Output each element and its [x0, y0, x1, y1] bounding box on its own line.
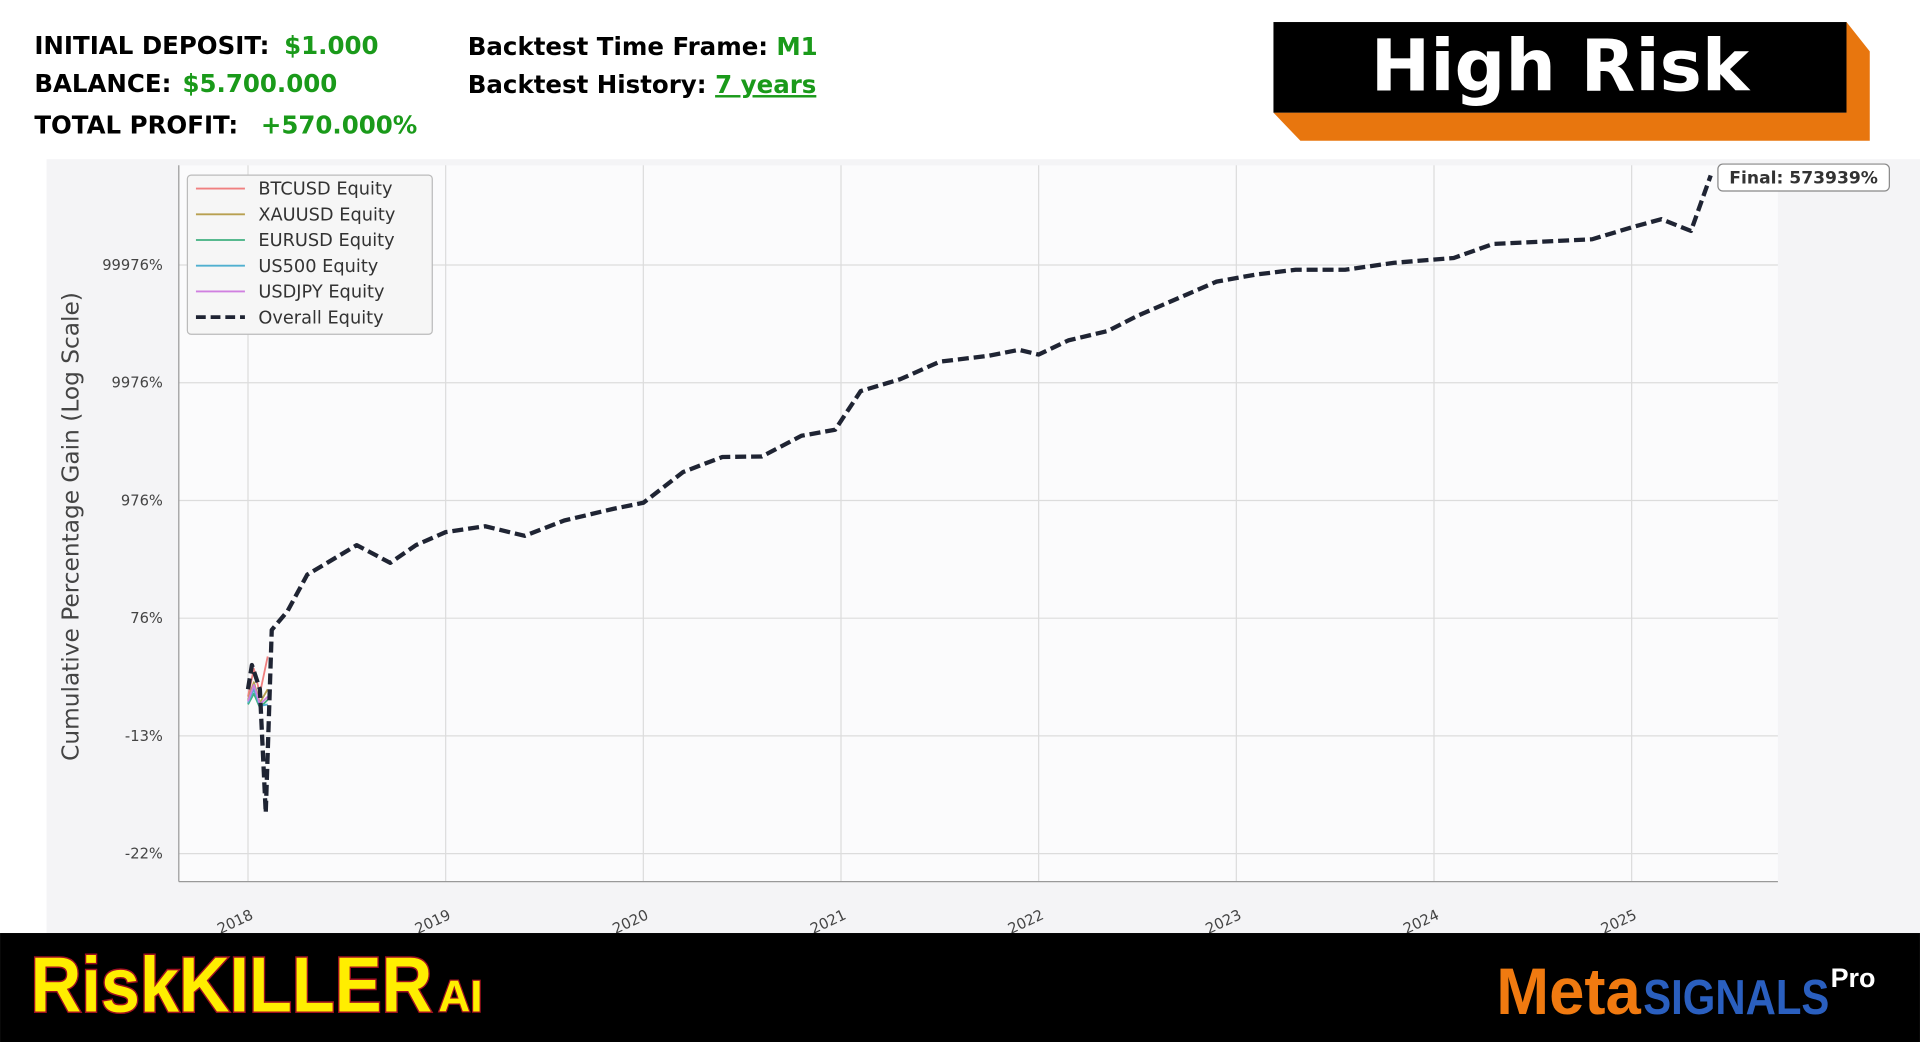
- label: Backtest Time Frame:: [468, 32, 768, 61]
- logo-pro: Pro: [1831, 963, 1876, 993]
- series-line: [245, 174, 1713, 816]
- series-line: [247, 692, 269, 709]
- legend-label: XAUUSD Equity: [258, 205, 395, 225]
- legend-label: EURUSD Equity: [258, 231, 394, 251]
- brand: RiskKILLER: [31, 940, 433, 1028]
- legend-label: USDJPY Equity: [258, 283, 384, 303]
- legend-label: Overall Equity: [258, 308, 383, 328]
- annotation-box: [1717, 163, 1890, 192]
- header: INITIAL DEPOSIT: $1.000 BALANCE: $5.700.…: [34, 31, 817, 140]
- badge-text: High Risk: [1371, 25, 1751, 108]
- y-tick-label: 76%: [130, 610, 163, 627]
- value: $1.000: [284, 31, 378, 60]
- badge-shadow: [1273, 22, 1870, 141]
- footer-bar: [0, 933, 1920, 1042]
- series-line: [247, 684, 269, 706]
- y-tick-label: -13%: [125, 728, 163, 745]
- label: Backtest History:: [468, 70, 707, 99]
- y-axis-label: Cumulative Percentage Gain (Log Scale): [57, 292, 84, 761]
- lines: [245, 174, 1713, 816]
- legend-label: US500 Equity: [258, 257, 378, 277]
- label: TOTAL PROFIT:: [34, 110, 238, 139]
- value: $5.700.000: [182, 69, 337, 98]
- value: M1: [776, 32, 817, 61]
- value: +570.000%: [261, 110, 417, 139]
- risk-badge: High Risk: [1273, 22, 1870, 141]
- annotation: Final: 573939%: [1717, 163, 1890, 192]
- logo-meta: Meta: [1496, 955, 1642, 1029]
- y-tick-label: 976%: [121, 492, 163, 509]
- annotation-text: Final: 573939%: [1729, 169, 1878, 189]
- legend-label: BTCUSD Equity: [258, 180, 392, 200]
- grid: [178, 165, 1778, 882]
- legend: BTCUSD Equity XAUUSD Equity EURUSD Equity U…: [186, 174, 433, 335]
- label: INITIAL DEPOSIT:: [34, 31, 269, 60]
- y-tick-label: 9976%: [112, 375, 163, 392]
- y-tick-label: 99976%: [102, 257, 163, 274]
- y-tick-label: -22%: [125, 845, 163, 862]
- logo-signals: SIGNALS: [1643, 971, 1829, 1025]
- brand-suffix: AI: [438, 972, 482, 1021]
- value: 7 years: [715, 70, 816, 99]
- badge-box: [1273, 22, 1847, 113]
- label: BALANCE:: [34, 69, 171, 98]
- legend-box: [186, 174, 433, 335]
